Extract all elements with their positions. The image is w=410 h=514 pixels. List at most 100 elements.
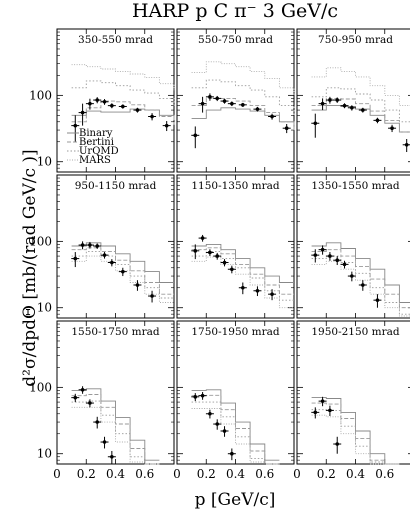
- data-point: [100, 99, 109, 105]
- data-point: [268, 289, 277, 301]
- model-binary: [71, 242, 174, 283]
- data-point: [78, 386, 87, 394]
- data-point: [220, 259, 229, 267]
- model-mars: [311, 414, 400, 465]
- data-point: [318, 245, 327, 255]
- data-point: [78, 241, 87, 250]
- data-point: [198, 96, 207, 113]
- data-points: [311, 96, 410, 153]
- data-point: [238, 102, 247, 107]
- data-point: [85, 399, 94, 408]
- data-point: [133, 280, 142, 291]
- panel-label: 1150-1350 mrad: [191, 180, 280, 192]
- panel-5: 1150-1350 mrad: [176, 174, 295, 319]
- data-point: [238, 282, 247, 295]
- data-point: [220, 426, 229, 437]
- panel-frame: [296, 320, 410, 465]
- legend-entry: Binary: [79, 128, 113, 139]
- data-point: [198, 392, 207, 400]
- data-point: [148, 290, 157, 303]
- data-point: [118, 104, 127, 109]
- data-point: [340, 260, 349, 269]
- panel-9: 1950-2150 mrad 0 0.2 0.4 0.6: [293, 320, 410, 481]
- y-tick-label: 100: [29, 380, 52, 394]
- data-point: [85, 98, 94, 110]
- x-tick-label: 0: [293, 467, 301, 481]
- model-mars: [71, 64, 175, 91]
- model-curves: [71, 242, 174, 303]
- data-point: [100, 436, 109, 449]
- panel-8: 1750-1950 mrad 0 0.2 0.4 0.6: [173, 320, 295, 481]
- data-point: [162, 121, 171, 132]
- model-curves: [311, 397, 400, 465]
- data-point: [402, 138, 410, 153]
- data-point: [282, 124, 291, 134]
- data-point: [213, 419, 222, 430]
- model-curves: [71, 388, 160, 465]
- x-axis-label: p [GeV/c]: [195, 490, 276, 510]
- data-point: [93, 97, 102, 104]
- legend-entry: Bertini: [79, 137, 114, 148]
- y-tick-label: 10: [37, 447, 52, 461]
- data-point: [191, 393, 200, 402]
- model-mars: [311, 260, 410, 317]
- x-tick-label: 0.6: [135, 467, 154, 481]
- panel-label: 1550-1750 mrad: [71, 326, 160, 338]
- data-point: [71, 252, 80, 268]
- x-tick-label: 0.4: [346, 467, 365, 481]
- panel-label: 550-750 mrad: [198, 34, 273, 46]
- panel-3: 750-950 mrad: [296, 28, 410, 173]
- data-point: [227, 101, 236, 107]
- data-point: [71, 115, 80, 142]
- panel-frame: [56, 320, 175, 465]
- data-point: [107, 103, 116, 109]
- model-binary: [311, 397, 400, 465]
- data-point: [333, 97, 342, 103]
- x-tick-label: 0: [53, 467, 61, 481]
- y-tick-label: 10: [37, 155, 52, 169]
- panel-label: 950-1150 mrad: [75, 180, 157, 192]
- data-point: [213, 252, 222, 260]
- legend-entry: MARS: [79, 155, 111, 166]
- data-point: [78, 103, 87, 126]
- data-point: [100, 252, 109, 259]
- model-curves: [191, 61, 295, 131]
- x-tick-label: 0.2: [317, 467, 336, 481]
- panel-frame: [296, 174, 410, 319]
- data-point: [148, 113, 157, 121]
- data-point: [318, 98, 327, 111]
- data-point: [318, 396, 327, 407]
- data-point: [311, 407, 320, 419]
- panel-frame: [296, 28, 410, 173]
- data-point: [71, 393, 80, 403]
- panel-label: 1350-1550 mrad: [311, 180, 400, 192]
- panel-7: 1550-1750 mrad 10 100 0 0.2 0.4 0.6: [29, 320, 175, 481]
- data-point: [205, 93, 214, 101]
- data-point: [93, 243, 102, 249]
- y-axis-label: d²σ/dpdΘ [mb/(rad GeV/c )]: [20, 149, 40, 386]
- model-curves: [311, 67, 410, 133]
- model-bertini: [191, 247, 294, 295]
- model-bertini: [311, 97, 410, 133]
- data-point: [358, 280, 367, 291]
- panel-frame: [176, 28, 295, 173]
- data-point: [133, 107, 142, 113]
- data-points: [71, 241, 157, 303]
- model-binary: [71, 108, 175, 121]
- y-tick-label: 100: [29, 234, 52, 248]
- model-binary: [311, 242, 410, 303]
- model-urqmd: [71, 80, 175, 106]
- x-tick-label: 0: [173, 467, 181, 481]
- data-point: [373, 117, 382, 124]
- panel-label: 750-950 mrad: [318, 34, 393, 46]
- data-point: [333, 436, 342, 454]
- data-point: [198, 234, 207, 242]
- model-urqmd: [311, 255, 410, 315]
- model-bertini: [71, 394, 160, 465]
- data-point: [325, 252, 334, 261]
- data-point: [205, 249, 214, 257]
- data-points: [71, 97, 171, 142]
